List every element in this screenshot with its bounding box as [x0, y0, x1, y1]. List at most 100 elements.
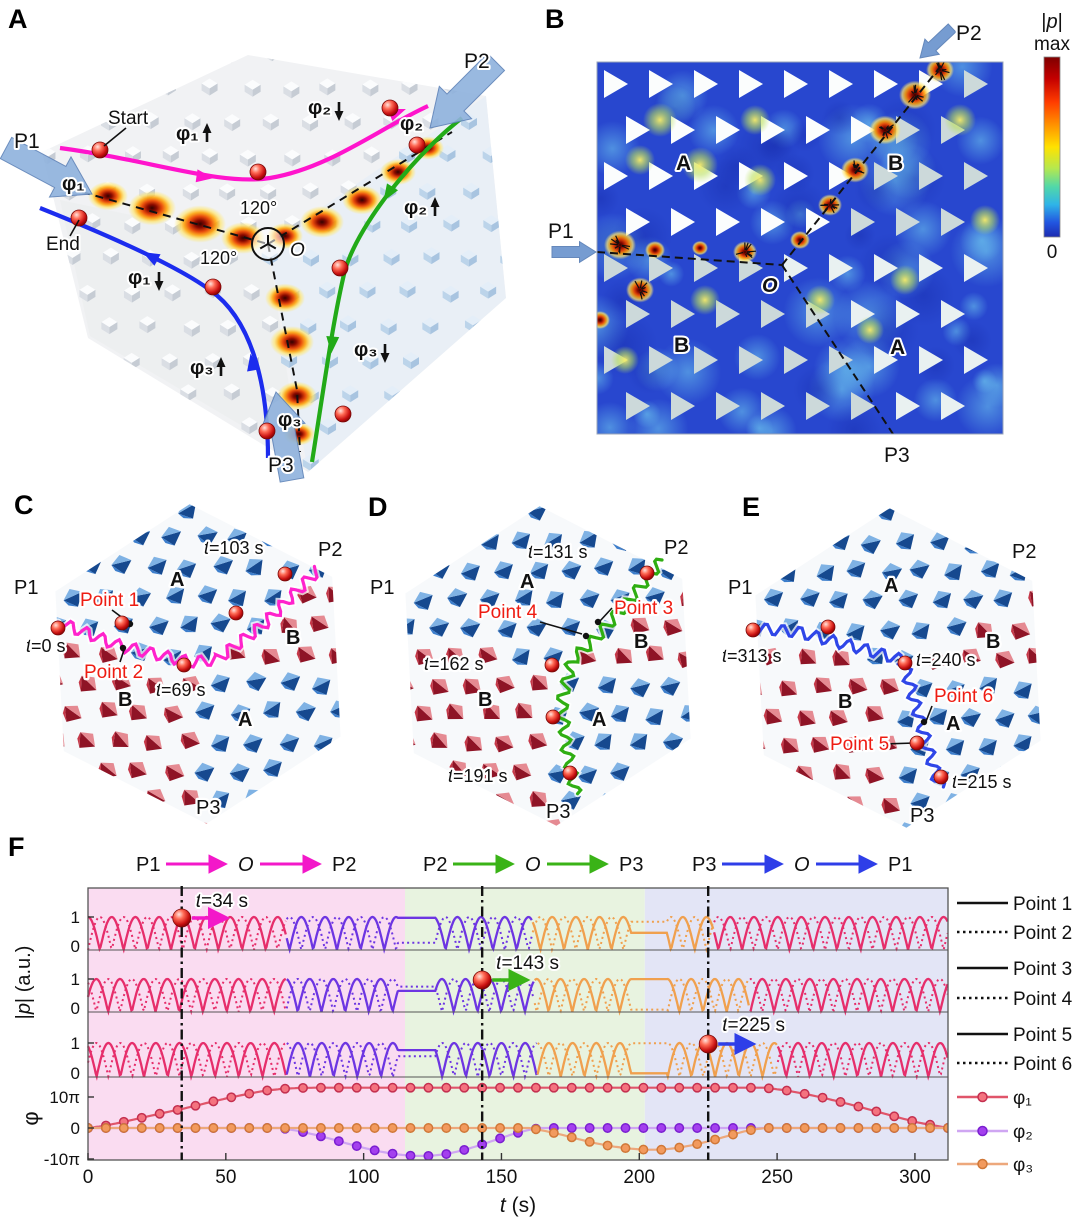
- phi-label: φ₁: [176, 123, 199, 145]
- label-point-4: Point 4: [478, 602, 538, 623]
- red-ball-marker: [334, 405, 352, 423]
- label-p2: P2: [956, 22, 982, 45]
- pressure-wave-dotted: [537, 1041, 778, 1081]
- red-ball-marker: [228, 605, 244, 621]
- pressure-wave-dotted: [285, 915, 533, 954]
- path-p1-to-p2: [59, 104, 429, 182]
- label-p3: P3: [546, 801, 570, 823]
- pump-arrow: [551, 240, 597, 264]
- legend-point-5: Point 5: [1013, 1025, 1072, 1046]
- pressure-wave-solid: [86, 977, 287, 1016]
- label-start: Start: [108, 108, 149, 129]
- phi-label: φ₂: [404, 197, 427, 219]
- red-ball-marker: [381, 99, 399, 117]
- legend-point-2: Point 2: [1013, 923, 1072, 944]
- panel-d-label: D: [368, 492, 388, 522]
- label-end: End: [46, 234, 80, 255]
- pressure-wave-solid: [749, 977, 949, 1016]
- path-arrowhead: [334, 111, 344, 121]
- legend-point-4: Point 4: [1013, 989, 1073, 1010]
- panel-c-trajectory: [56, 564, 319, 669]
- path-arrowhead: [154, 281, 164, 291]
- ytick-phase: 0: [71, 1119, 80, 1138]
- pressure-wave-dotted: [285, 977, 535, 1016]
- label-a: A: [884, 575, 898, 597]
- pressure-wave-solid: [536, 1041, 778, 1081]
- label-120-: 120°: [200, 248, 237, 268]
- pressure-wave-solid: [285, 1041, 538, 1081]
- red-ball-marker: [545, 709, 561, 725]
- red-ball-marker: [820, 619, 836, 635]
- label-p1: P1: [370, 577, 394, 599]
- pressure-wave-dotted: [87, 1041, 287, 1081]
- phi-label: φ₂: [400, 113, 423, 135]
- panel-b-label: B: [545, 4, 565, 34]
- panel-b-field-map: P1 P2 P3 A B B A O |p|max 0: [546, 11, 1070, 469]
- panel-a-label: A: [8, 4, 28, 34]
- legend-point-6: Point 6: [1013, 1054, 1072, 1075]
- route-from: P3: [692, 854, 716, 876]
- label-t-103-s: t=103 s: [204, 538, 264, 558]
- path-arrowhead: [142, 252, 161, 266]
- ytick: 1: [71, 1034, 80, 1053]
- label-point-2: Point 2: [84, 662, 143, 683]
- label-b: B: [634, 631, 648, 653]
- y-axis-label-pressure: |p| (a.u.): [13, 946, 35, 1020]
- path-arrowhead: [216, 357, 226, 367]
- panel-c: P1 P2 P3 A B B A Point 1 Point 2 t=0 s t=69 s t=103…: [12, 504, 345, 824]
- colorbar-min: 0: [1047, 242, 1058, 263]
- ytick: 0: [71, 1064, 80, 1083]
- ytick: 1: [71, 970, 80, 989]
- red-ball-marker: [258, 422, 276, 440]
- xtick: 0: [83, 1167, 94, 1188]
- red-ball-marker: [50, 620, 66, 636]
- pressure-wave-solid: [712, 915, 949, 954]
- red-ball-marker: [331, 259, 349, 277]
- ytick-phase: 10π: [49, 1088, 80, 1107]
- label-t-0-s: t=0 s: [26, 636, 66, 656]
- legend-point-3: Point 3: [1013, 959, 1072, 980]
- label-a: A: [592, 709, 606, 731]
- red-ball-marker: [933, 769, 949, 785]
- label-t-215-s: t=215 s: [952, 772, 1012, 792]
- phi-label: φ₁: [128, 267, 151, 289]
- route-from: P2: [423, 854, 447, 876]
- panel-e: P1 P2 P3 A B B A Point 6 Point 5 t=313 s t=240 s t=…: [720, 508, 1041, 829]
- label-point-1: Point 1: [80, 590, 139, 611]
- red-ball-marker: [562, 765, 578, 781]
- label-b: B: [888, 152, 903, 175]
- label-b: B: [286, 627, 300, 649]
- label-p1: P1: [728, 577, 752, 599]
- ytick: 1: [71, 908, 80, 927]
- route-to: P3: [619, 854, 643, 876]
- label-p2: P2: [664, 537, 688, 559]
- label-a: A: [676, 152, 691, 175]
- red-ball-marker: [639, 565, 655, 581]
- pump-arrow: [259, 391, 306, 483]
- legend--: φ₃: [1013, 1155, 1033, 1176]
- panel-e-label: E: [742, 492, 761, 522]
- red-ball-marker: [176, 657, 192, 673]
- panel-a-illustration: P1 P2 P3 Start End 120° 120° Oφ₁ φ₂ φ₂ φ₂ φ₁ φ₁ φ₃ φ₃ φ…: [0, 48, 506, 483]
- pressure-wave-solid: [531, 915, 715, 954]
- red-ball-marker: [172, 908, 192, 928]
- phi-label: φ₂: [308, 97, 331, 119]
- label-p3: P3: [268, 454, 294, 477]
- red-ball-marker: [114, 615, 130, 631]
- label-p3: P3: [884, 444, 910, 467]
- route-to: P1: [888, 854, 912, 876]
- phi-label: φ₃: [278, 409, 302, 431]
- route-via: O: [794, 854, 810, 876]
- label-t-162-s: t=162 s: [424, 654, 484, 674]
- colorbar-title: |p|: [1041, 11, 1063, 33]
- route-via: O: [238, 854, 254, 876]
- pressure-wave-dotted: [533, 977, 750, 1016]
- xtick: 50: [215, 1167, 236, 1188]
- red-ball-marker: [277, 566, 293, 582]
- pressure-wave-solid: [285, 915, 533, 954]
- path-arrowhead: [247, 353, 260, 372]
- label-b: B: [118, 689, 132, 711]
- label-p2: P2: [464, 50, 490, 73]
